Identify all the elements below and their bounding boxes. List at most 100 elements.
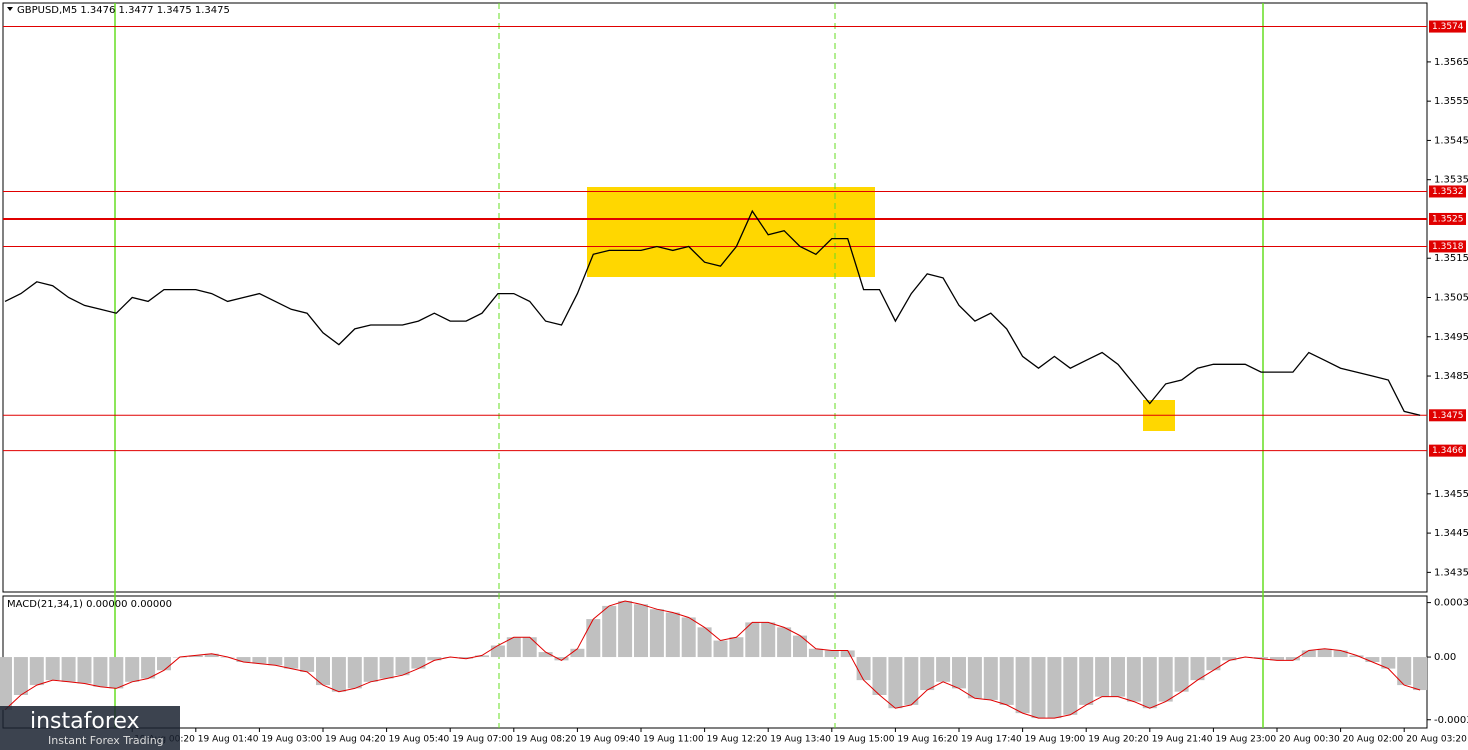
macd-bar	[1270, 657, 1284, 661]
y-tick-label: -0.00038	[1434, 715, 1468, 726]
macd-bar	[1206, 657, 1221, 671]
macd-bar	[236, 657, 251, 662]
macd-bar	[856, 657, 871, 681]
x-tick-label: 19 Aug 11:00	[643, 735, 704, 745]
x-tick-label: 19 Aug 16:20	[897, 735, 958, 745]
x-tick-label: 19 Aug 13:40	[770, 735, 831, 745]
macd-bar	[888, 657, 903, 709]
macd-bar	[697, 627, 712, 658]
price-panel	[2, 2, 1428, 593]
macd-bar	[1301, 650, 1316, 658]
macd-bar	[1126, 657, 1141, 702]
macd-bar	[109, 657, 124, 689]
level-label: 1.3525	[1432, 214, 1464, 224]
y-tick-label: 1.3545	[1434, 135, 1468, 146]
macd-bar	[808, 648, 823, 658]
macd-bar	[77, 657, 92, 684]
y-tick-label: 0.00033	[1434, 598, 1468, 609]
macd-bar	[125, 657, 140, 682]
level-label-box	[1429, 409, 1466, 422]
macd-bar	[983, 657, 998, 700]
level-label: 1.3475	[1432, 411, 1464, 421]
macd-bar	[475, 655, 489, 658]
macd-bar	[1063, 657, 1078, 715]
y-tick-label: 1.3485	[1434, 371, 1468, 382]
x-tick-label: 19 Aug 04:20	[325, 735, 386, 745]
y-tick-label: 0.00	[1434, 652, 1456, 663]
macd-bar	[713, 640, 728, 658]
macd-bar	[936, 657, 951, 682]
macd-bar	[395, 657, 410, 676]
watermark-name: instaforex	[30, 709, 140, 734]
macd-bar	[920, 657, 935, 691]
macd-bar	[268, 657, 283, 666]
macd-title: MACD(21,34,1) 0.00000 0.00000	[7, 599, 172, 610]
macd-bar	[141, 657, 156, 679]
x-tick-label: 19 Aug 03:00	[261, 735, 322, 745]
macd-line	[4, 600, 1421, 719]
macd-bar	[13, 657, 28, 695]
chart-title: GBPUSD,M5 1.3476 1.3477 1.3475 1.3475	[17, 5, 230, 16]
macd-bar	[61, 657, 76, 682]
macd-bar	[363, 657, 378, 682]
level-label-box	[1429, 444, 1466, 457]
macd-bar	[1190, 657, 1205, 681]
macd-bar	[506, 637, 521, 658]
macd-bar	[1317, 648, 1332, 658]
macd-bar	[93, 657, 108, 687]
macd-bar	[586, 619, 601, 658]
macd-bar	[427, 657, 442, 661]
level-label-box	[1429, 185, 1466, 198]
macd-bar	[1333, 650, 1348, 658]
level-label: 1.3466	[1432, 446, 1464, 456]
macd-bar	[602, 605, 617, 658]
macd-bar	[1285, 657, 1300, 661]
macd-bar	[411, 657, 426, 669]
watermark-tagline: Instant Forex Trading	[48, 734, 164, 747]
macd-bar	[1254, 657, 1269, 659]
macd-bar	[252, 657, 267, 664]
macd-bar	[665, 612, 680, 658]
macd-bar	[522, 637, 537, 658]
x-tick-label: 19 Aug 08:20	[516, 735, 577, 745]
y-tick-label: 1.3565	[1434, 57, 1468, 68]
macd-bar	[300, 657, 315, 672]
level-label: 1.3518	[1432, 242, 1464, 252]
macd-bar	[570, 648, 585, 658]
x-tick-label: 19 Aug 20:20	[1088, 735, 1149, 745]
macd-bar	[618, 600, 633, 658]
x-tick-label: 19 Aug 19:00	[1025, 735, 1086, 745]
macd-bar	[967, 657, 982, 699]
macd-bar	[459, 657, 474, 659]
macd-bar	[1047, 657, 1062, 719]
y-tick-label: 1.3535	[1434, 175, 1468, 186]
macd-bar	[490, 645, 505, 658]
macd-bar	[347, 657, 362, 689]
x-tick-label: 19 Aug 21:40	[1152, 735, 1213, 745]
macd-bar	[681, 617, 696, 658]
x-tick-label: 19 Aug 12:20	[707, 735, 768, 745]
macd-bar	[1413, 657, 1428, 691]
macd-bar	[284, 657, 299, 669]
y-tick-label: 1.3515	[1434, 253, 1468, 264]
macd-bar	[379, 657, 394, 679]
macd-bar	[204, 653, 219, 658]
macd-bar	[1142, 657, 1157, 709]
macd-bar	[761, 622, 776, 658]
x-tick-label: 19 Aug 01:40	[198, 735, 259, 745]
y-tick-label: 1.3495	[1434, 332, 1468, 343]
y-tick-label: 1.3445	[1434, 528, 1468, 539]
macd-bar	[872, 657, 887, 695]
watermark-box	[0, 706, 180, 750]
level-label: 1.3574	[1432, 22, 1464, 32]
macd-bar	[1174, 657, 1189, 692]
macd-bar	[1158, 657, 1173, 702]
macd-bar	[777, 627, 792, 658]
y-tick-label: 1.3505	[1434, 293, 1468, 304]
highlight-box	[587, 187, 875, 277]
macd-bar	[1349, 655, 1364, 658]
y-tick-label: 1.3555	[1434, 96, 1468, 107]
macd-bar	[188, 655, 203, 658]
